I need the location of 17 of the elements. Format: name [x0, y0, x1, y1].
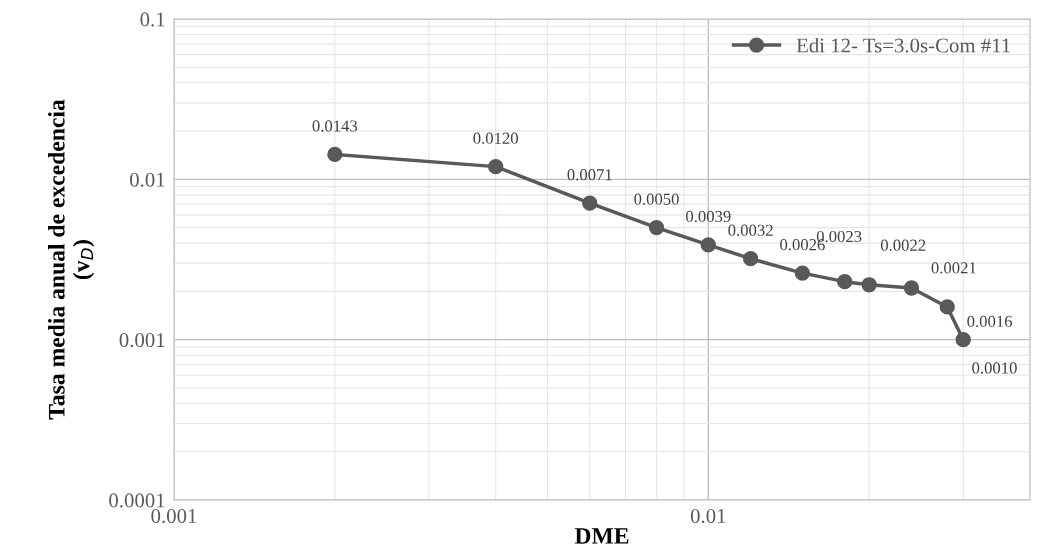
- legend-label: Edi 12- Ts=3.0s-Com #11: [796, 37, 1010, 53]
- text: 0.0016: [967, 315, 1013, 328]
- y-axis-title: Tasa media anual de excedencia (v$_{D}$): [48, 99, 95, 420]
- text: 0.0071: [567, 169, 612, 181]
- text: 0.0143: [312, 120, 358, 132]
- text: 0.0120: [473, 132, 518, 144]
- text: 0.0039: [686, 210, 731, 223]
- y-tick-label: 0.001: [119, 333, 165, 348]
- text: 0.0032: [728, 224, 773, 236]
- y-tick-label: 0.01: [130, 172, 165, 187]
- text: 0.0050: [634, 193, 679, 205]
- text: 0.0010: [972, 362, 1017, 374]
- text: 0.0022: [880, 239, 926, 251]
- text: 0.0021: [931, 262, 976, 274]
- y-tick-label: 0.1: [140, 12, 165, 27]
- x-axis-title: DME: [574, 528, 629, 544]
- y-tick-label: 0.0001: [109, 493, 165, 508]
